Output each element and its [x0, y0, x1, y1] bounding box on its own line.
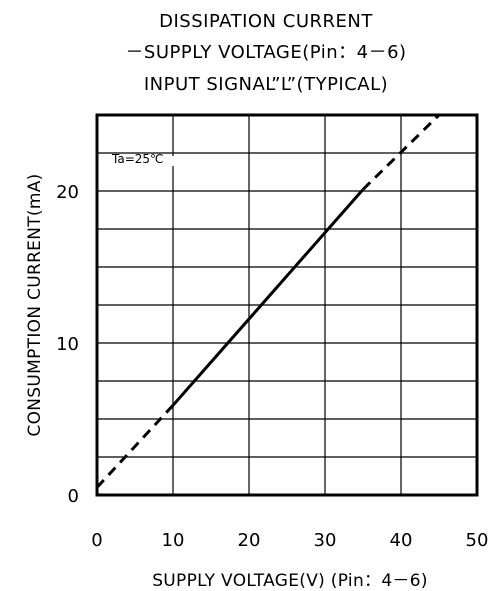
x-axis-label: SUPPLY VOLTAGE(V) (Pin：4－6) [152, 571, 428, 591]
y-tick-label-10: 10 [56, 334, 79, 355]
temperature-annotation: Ta=25℃ [111, 152, 164, 166]
series-segment-1-dashed [95, 404, 175, 489]
chart-title-line-3: INPUT SIGNAL”L”(TYPICAL) [144, 74, 388, 95]
chart-title-line-2: －SUPPLY VOLTAGE(Pin：4－6) [125, 42, 406, 63]
series-segment-2-solid [171, 188, 365, 407]
y-tick-label-0: 0 [68, 486, 79, 507]
annotation-background [103, 156, 237, 166]
x-tick-label-0: 0 [91, 530, 102, 551]
y-tick-labels: 0 10 20 [56, 182, 79, 507]
x-tick-label-20: 20 [238, 530, 261, 551]
y-tick-label-20: 20 [56, 182, 79, 203]
x-tick-labels: 0 10 20 30 40 50 [91, 530, 488, 551]
chart-title-line-1: DISSIPATION CURRENT [159, 11, 373, 32]
x-tick-label-50: 50 [466, 530, 489, 551]
grid-lines [96, 114, 478, 496]
x-tick-label-40: 40 [390, 530, 413, 551]
y-axis-label: CONSUMPTION CURRENT(mA) [25, 173, 45, 436]
plot-frame [95, 113, 479, 497]
x-tick-label-30: 30 [314, 530, 337, 551]
series-segment-3-dashed [361, 113, 441, 191]
chart-title: DISSIPATION CURRENT －SUPPLY VOLTAGE(Pin：… [125, 11, 406, 95]
data-series [95, 113, 441, 489]
x-tick-label-10: 10 [162, 530, 185, 551]
